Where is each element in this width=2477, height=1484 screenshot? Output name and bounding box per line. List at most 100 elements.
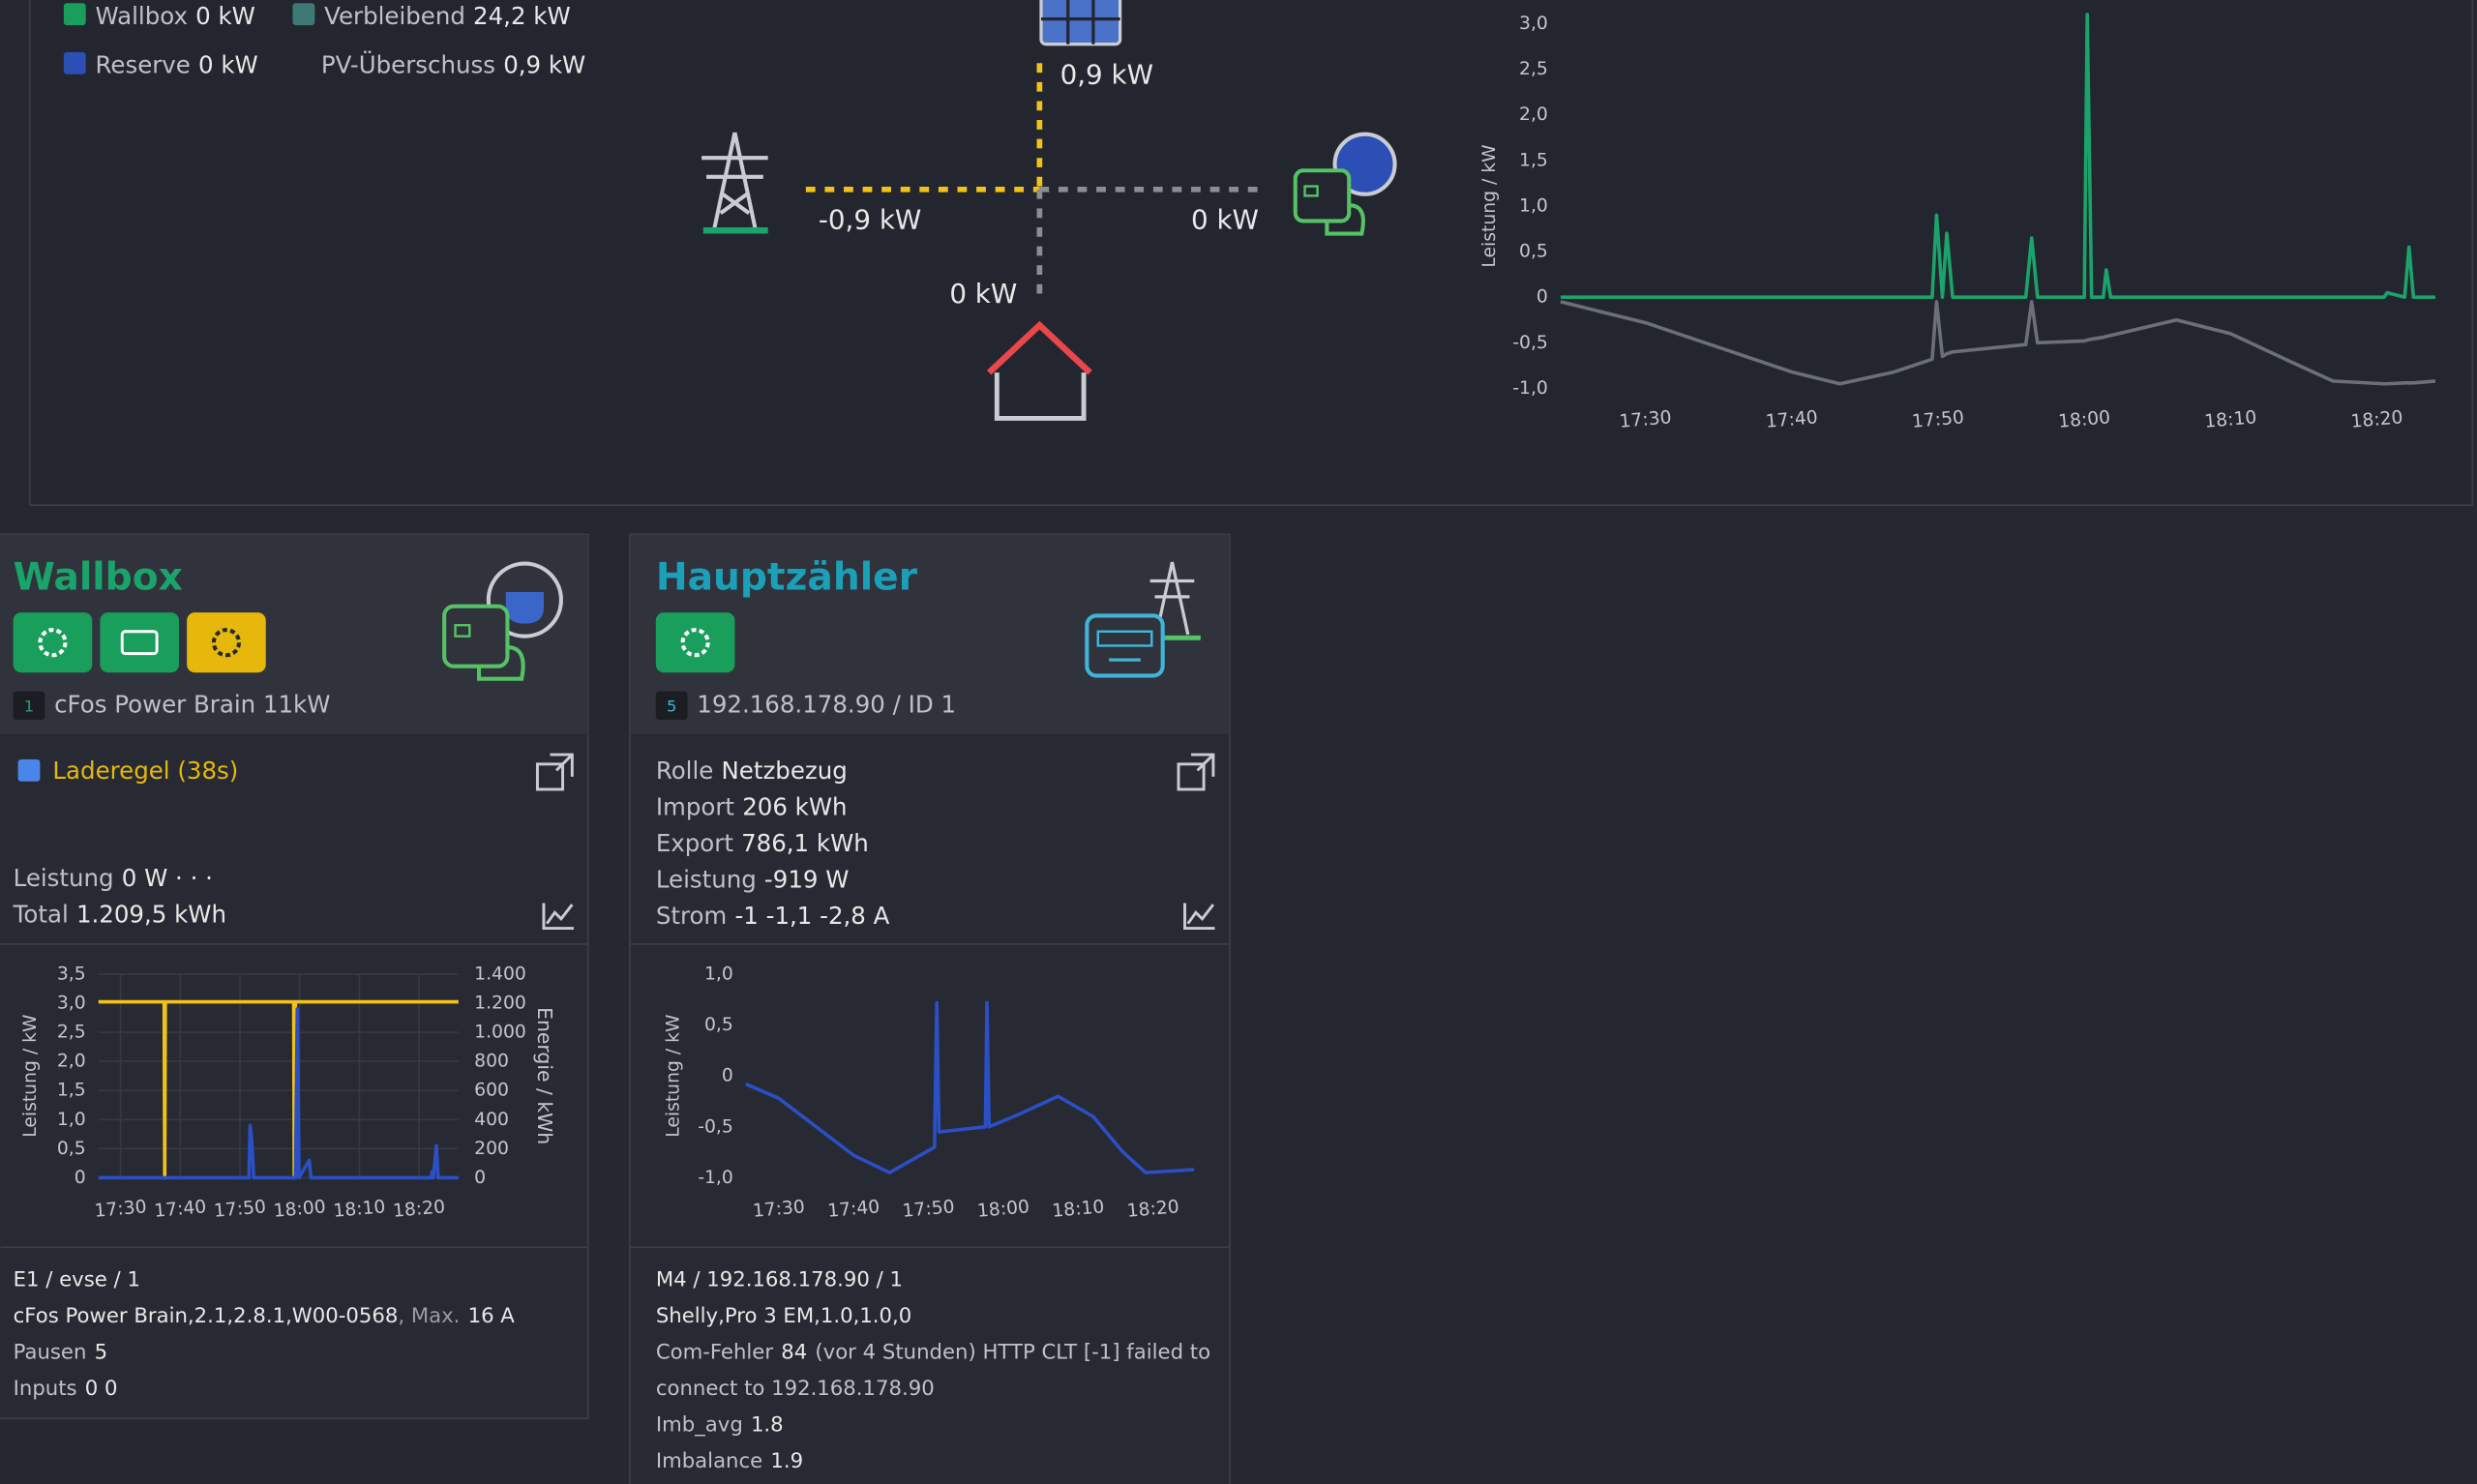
card-title: Wallbox [14,555,183,599]
field-label: Imbalance [656,1449,762,1473]
x-tick-label: 18:10 [1052,1197,1106,1222]
field-value: -1 -1,1 -2,8 A [734,902,889,930]
y-tick-label: 3,5 [57,964,86,984]
y-tick-label: 1,0 [1519,195,1548,216]
x-tick-label: 17:40 [153,1197,207,1222]
series-line [98,999,459,1180]
series-line [745,1000,1195,1174]
field-value: 0 W · · · [122,864,213,892]
settings-button[interactable] [13,612,93,673]
field-label: Leistung [656,866,757,894]
field-label: Reserve [95,51,190,79]
field-value: -919 W [764,866,850,894]
legend-swatch [63,51,86,74]
house-power: 0 kW [949,278,1017,310]
max-label: , Max. [398,1304,460,1328]
y-tick-label: 0,5 [1519,242,1548,262]
field-label: Rolle [656,757,714,785]
x-tick-label: 18:00 [976,1197,1030,1222]
gear-icon [680,628,710,658]
y-tick-label: 3,0 [1519,14,1548,34]
x-tick-label: 17:50 [902,1197,956,1222]
y-tick-label: 1,0 [57,1110,86,1130]
field-value: 1.8 [751,1413,784,1438]
field-label: Leistung [14,864,114,892]
history-button[interactable] [542,903,574,931]
field-value: 206 kWh [742,793,847,821]
y-tick-label: 0,5 [57,1139,86,1159]
series-line [1560,300,2436,386]
y2-tick-label: 0 [474,1168,486,1188]
y-tick-label: 0 [722,1066,733,1086]
error-text: connect to 192.168.178.90 [656,1377,935,1401]
y-tick-label: 1,5 [1519,150,1548,170]
field: Verbleibend 24,2 kW [324,2,571,30]
badge [13,691,45,721]
x-tick-label: 17:30 [94,1197,148,1222]
field-label: Import [656,793,735,821]
device-name: 192.168.178.90 / ID 1 [697,690,956,718]
open-button[interactable] [535,753,574,791]
solar-icon [1039,0,1122,46]
y2-tick-label: 600 [474,1081,509,1101]
y-tick-label: 3,0 [57,993,86,1013]
y2-tick-label: 1.400 [474,964,526,984]
overview-panel [28,0,2474,507]
field-label: Wallbox [95,2,187,30]
x-tick-label: 17:40 [1765,407,1819,432]
y2-axis-label: Energie / kWh [533,1007,556,1144]
meter-button[interactable] [100,612,179,673]
y-axis-label: Leistung / kW [20,1015,41,1138]
y-tick-label: 2,0 [1519,104,1548,125]
field-value: 5 [95,1341,108,1365]
y-axis-label: Leistung / kW [1479,144,1500,267]
field: Export 786,1 kWh [656,829,869,857]
field-label: Strom [656,902,727,930]
grid-icon [701,132,768,234]
field-value: Netzbezug [722,757,848,785]
field: Reserve 0 kW [95,51,257,79]
device-path: M4 / 192.168.178.90 / 1 [656,1267,903,1291]
y2-tick-label: 1.200 [474,993,526,1013]
error: Com-Fehler 84 (vor 4 Stunden) HTTP CLT [-1… [656,1341,1210,1365]
y-tick-label: 0,5 [704,1015,733,1035]
wallbox-buttons [13,612,266,673]
y-tick-label: -1,0 [1512,378,1548,399]
wallbox-icon [1293,132,1397,236]
field-value: 1.209,5 kWh [76,901,226,929]
field: Pausen 5 [14,1341,107,1365]
x-tick-label: 17:40 [826,1197,880,1222]
charge-settings-button[interactable] [187,612,266,673]
field: Imb_avg 1.8 [656,1413,784,1438]
field-value: 0,9 kW [503,51,585,79]
field-label: Verbleibend [324,2,465,30]
x-tick-label: 18:20 [1126,1197,1180,1222]
y-axis-label: Leistung / kW [663,1015,683,1138]
x-tick-label: 18:20 [392,1197,446,1222]
field-label: Total [13,901,69,929]
error-value: 84 [781,1341,807,1365]
open-button[interactable] [1177,753,1215,791]
device-model: Shelly,Pro 3 EM,1.0,1.0,0 [656,1304,911,1328]
settings-button[interactable] [655,612,735,673]
series-line [1560,13,2435,300]
field: Strom -1 -1,1 -2,8 A [656,902,890,930]
field: PV-Überschuss 0,9 kW [321,51,585,79]
field: Leistung 0 W · · · [14,864,213,892]
history-button[interactable] [1183,903,1215,931]
status: Laderegel (38s) [52,757,238,785]
field: Imbalance 1.9 [656,1449,803,1473]
field-label: Inputs [14,1377,77,1401]
device-path: E1 / evse / 1 [14,1267,140,1291]
series-line [98,1007,459,1180]
meter-card-icon [1085,561,1201,678]
x-tick-label: 18:00 [273,1197,327,1222]
model: cFos Power Brain,2.1,2.8.1,W00-0568 [14,1304,399,1328]
field: Wallbox 0 kW [95,2,254,30]
x-tick-label: 18:20 [2350,407,2404,432]
max-value: 16 A [468,1304,516,1328]
field: Inputs 0 0 [14,1377,118,1401]
field-value: 0 kW [195,2,255,30]
field: Rolle Netzbezug [656,757,848,785]
